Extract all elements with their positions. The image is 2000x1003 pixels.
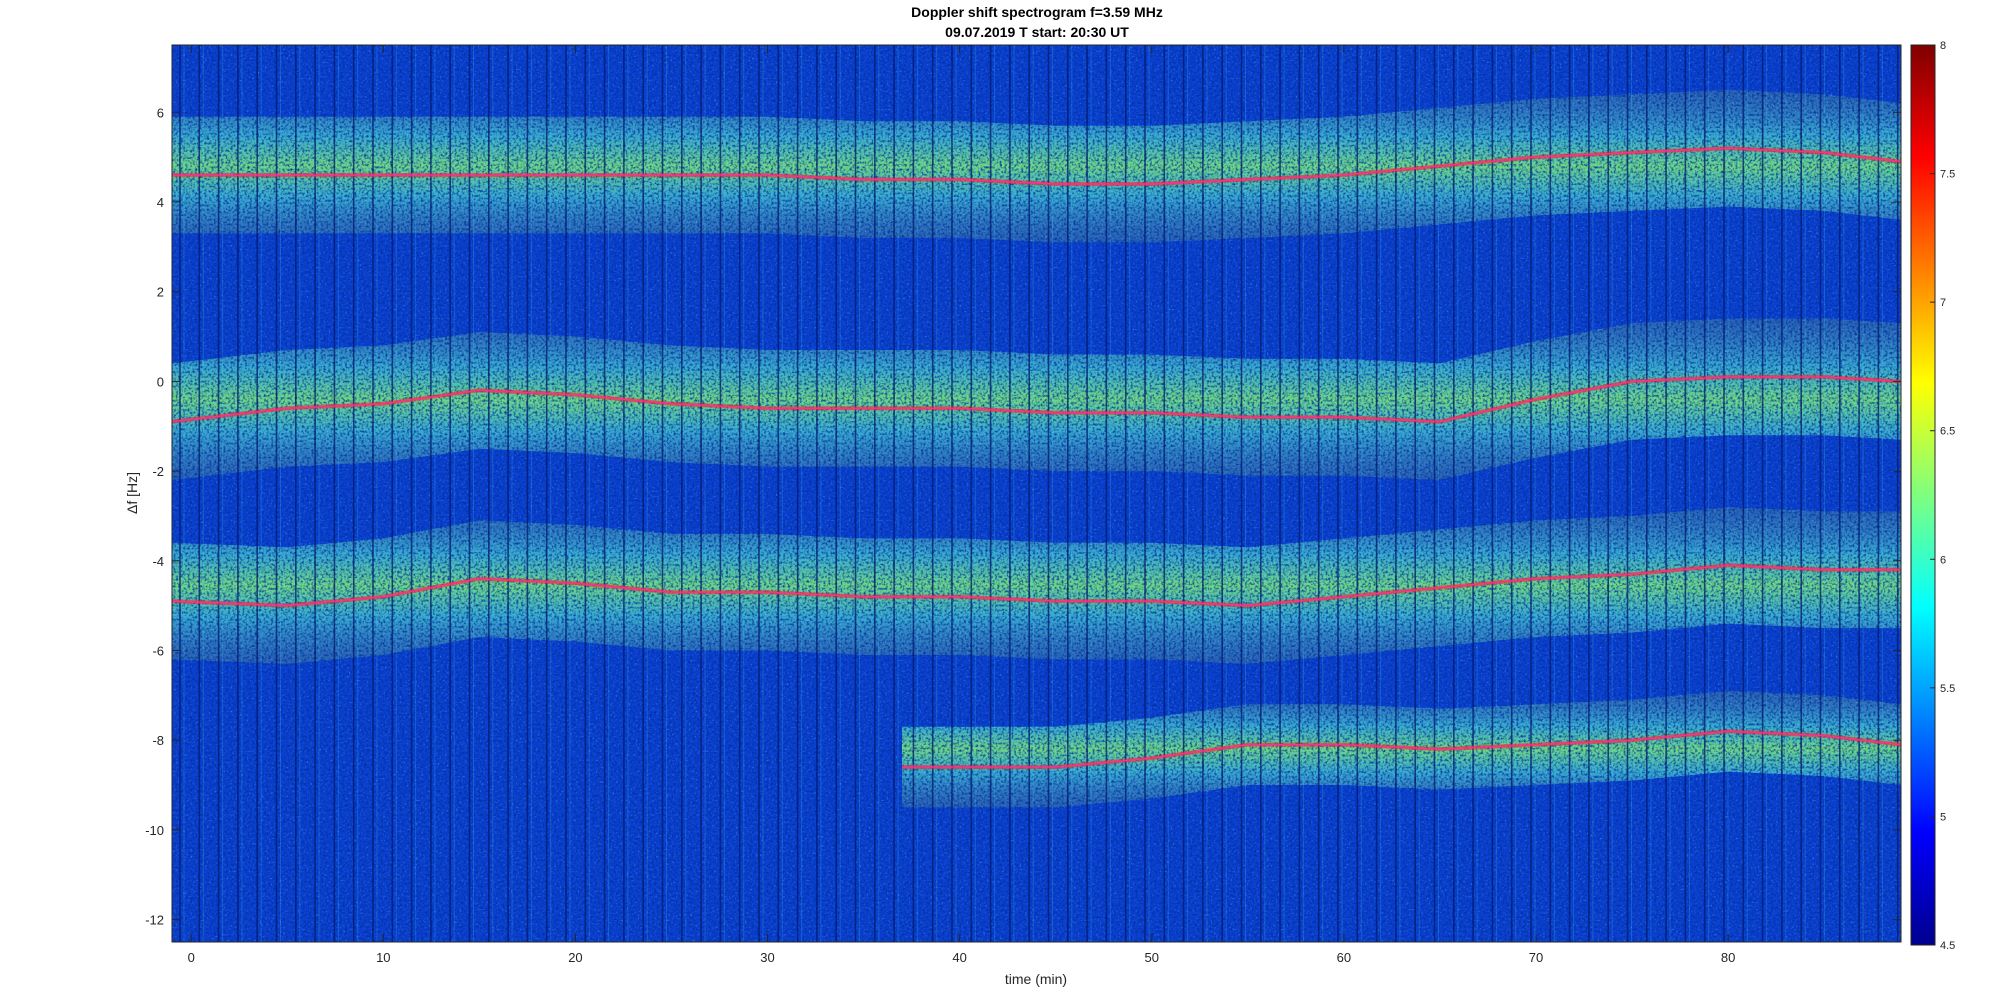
x-tick-label: 10 [376, 950, 390, 965]
colorbar-tick-label: 5.5 [1940, 683, 1955, 695]
x-tick-label: 20 [568, 950, 582, 965]
y-tick-label: -12 [145, 913, 164, 928]
y-axis-label: Δf [Hz] [124, 472, 140, 514]
y-tick-label: -6 [152, 643, 164, 658]
x-tick-label: 60 [1337, 950, 1351, 965]
colorbar-tick-label: 6.5 [1940, 426, 1955, 438]
x-tick-label: 0 [188, 950, 195, 965]
colorbar-tick-label: 6 [1940, 554, 1946, 566]
plot-frame [171, 44, 1902, 943]
y-tick-label: -4 [152, 554, 164, 569]
chart-title: Doppler shift spectrogram f=3.59 MHz [911, 4, 1163, 20]
y-tick-label: 6 [157, 105, 164, 120]
colorbar-ticks: 8 7.5 7 6.5 6 5.5 5 4.5 [1930, 40, 1955, 952]
y-tick-label: -8 [152, 733, 164, 748]
chart-subtitle: 09.07.2019 T start: 20:30 UT [945, 24, 1129, 40]
x-axis-ticks: 0 10 20 30 40 50 60 70 80 [188, 45, 1735, 965]
x-tick-label: 50 [1145, 950, 1159, 965]
x-axis-label: time (min) [1005, 971, 1067, 987]
colorbar [1910, 44, 1936, 946]
plot-area [172, 45, 1901, 942]
trace-bottom [902, 730, 1901, 768]
colorbar-tick-label: 8 [1940, 40, 1946, 52]
x-tick-label: 30 [760, 950, 774, 965]
trace-lower [172, 564, 1901, 607]
x-tick-label: 80 [1721, 950, 1735, 965]
colorbar-tick-label: 7.5 [1940, 169, 1955, 181]
y-tick-label: -2 [152, 464, 164, 479]
y-tick-label: 0 [157, 374, 164, 389]
colorbar-tick-label: 4.5 [1940, 940, 1955, 952]
doppler-traces [172, 146, 1901, 770]
trace-middle [172, 376, 1901, 423]
y-tick-label: 4 [157, 195, 164, 210]
dark-speckle-layer [172, 45, 1901, 942]
colorbar-tick-label: 5 [1940, 811, 1946, 823]
y-axis-ticks: 6 4 2 0 -2 -4 -6 -8 -10 -12 [145, 105, 1901, 928]
y-tick-label: -10 [145, 823, 164, 838]
x-tick-label: 70 [1529, 950, 1543, 965]
y-tick-label: 2 [157, 285, 164, 300]
trace-upper [172, 147, 1901, 185]
x-tick-label: 40 [952, 950, 966, 965]
colorbar-tick-label: 7 [1940, 297, 1946, 309]
vertical-stripes [179, 45, 1899, 942]
